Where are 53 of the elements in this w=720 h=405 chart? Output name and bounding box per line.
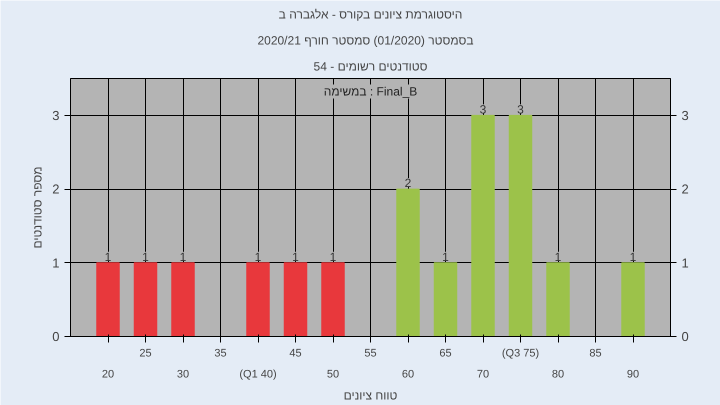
data-label: 1 bbox=[630, 250, 637, 264]
data-label: 3 bbox=[480, 102, 487, 116]
bar bbox=[134, 262, 158, 336]
y-tick-label: 1 bbox=[52, 255, 60, 270]
chart-subtitle: בסמסטר (01/2020) סמסטר חורף 2020/21 bbox=[257, 34, 474, 48]
x-tick-label: 45 bbox=[289, 348, 302, 360]
x-tick-label: 65 bbox=[439, 348, 452, 360]
annotation: במשימה : Final_B bbox=[324, 84, 418, 98]
y2-tick-label: 3 bbox=[682, 108, 689, 123]
y-tick-label: 0 bbox=[52, 329, 60, 344]
x-tick-label: 20 bbox=[102, 368, 114, 380]
bar bbox=[171, 262, 195, 336]
bar bbox=[434, 262, 458, 336]
data-label: 1 bbox=[104, 250, 112, 264]
bar bbox=[396, 188, 420, 336]
text: סטודנטים רשומים - 54 bbox=[314, 60, 428, 74]
data-label: 1 bbox=[292, 250, 300, 264]
data-label: 1 bbox=[554, 250, 562, 264]
x-tick-label: 60 bbox=[402, 368, 414, 380]
bar bbox=[471, 114, 495, 336]
bar bbox=[96, 262, 120, 336]
data-label: 1 bbox=[254, 250, 262, 264]
x-tick-label: 35 bbox=[214, 348, 227, 360]
data-label: 1 bbox=[330, 250, 337, 264]
data-label: 3 bbox=[517, 102, 524, 116]
x-tick-label: 70 bbox=[476, 368, 490, 380]
y2-tick-label: 0 bbox=[682, 329, 689, 344]
y-tick-label: 3 bbox=[52, 108, 60, 123]
x-tick-label: 80 bbox=[552, 368, 564, 380]
y2-tick-label: 2 bbox=[682, 182, 689, 197]
bar bbox=[508, 114, 532, 336]
y-tick-label: 2 bbox=[52, 182, 60, 197]
y2-tick-label: 1 bbox=[682, 255, 689, 270]
chart-title: היסטוגרמת ציונים בקורס - אלגברה ב bbox=[278, 8, 462, 22]
bar bbox=[621, 262, 645, 336]
bar bbox=[246, 262, 270, 336]
x-tick-label: 50 bbox=[326, 368, 340, 380]
x-axis-title: טווח ציונים bbox=[344, 388, 398, 402]
x-tick-label: (Q3 75) bbox=[502, 348, 540, 360]
x-tick-label: (Q1 40) bbox=[239, 368, 277, 380]
data-label: 1 bbox=[442, 250, 450, 264]
x-tick-label: 55 bbox=[364, 348, 377, 360]
data-label: 2 bbox=[404, 176, 412, 190]
x-tick-label: 30 bbox=[176, 368, 190, 380]
y-axis-title: מספר סטודנטים bbox=[30, 166, 44, 249]
bar bbox=[321, 262, 345, 336]
bar bbox=[284, 262, 308, 336]
x-tick-label: 85 bbox=[589, 348, 602, 360]
x-tick-label: 25 bbox=[139, 348, 152, 360]
bar bbox=[546, 262, 570, 336]
data-label: 1 bbox=[180, 250, 187, 264]
x-tick-label: 90 bbox=[626, 368, 640, 380]
data-label: 1 bbox=[142, 250, 150, 264]
